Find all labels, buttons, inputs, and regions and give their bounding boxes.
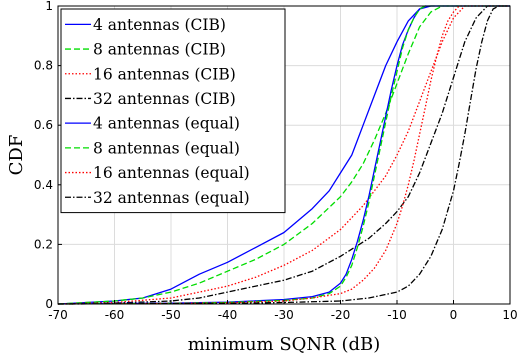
y-tick-label: 0.6	[34, 118, 53, 132]
series-layer	[57, 5, 510, 305]
x-tick-label: -30	[274, 308, 294, 322]
x-tick-label: 10	[502, 308, 517, 322]
x-tick-label: -40	[218, 308, 238, 322]
legend-box	[60, 8, 286, 214]
x-tick-label: -70	[48, 308, 68, 322]
legend-label: 32 antennas (CIB)	[93, 90, 236, 108]
legend-label: 32 antennas (equal)	[93, 189, 250, 207]
legend-label: 4 antennas (equal)	[93, 115, 240, 133]
x-tick-label: -50	[161, 308, 181, 322]
legend-label: 16 antennas (CIB)	[93, 65, 236, 83]
legend: 4 antennas (CIB) 8 antennas (CIB) 16 anten…	[60, 8, 286, 214]
tick-layer: -70 -60 -50 -40 -30 -20 -10 0 10 0 0.2 0.4 0.6 0.8 1	[34, 0, 518, 322]
x-axis-title: minimum SQNR (dB)	[188, 334, 381, 355]
legend-label: 4 antennas (CIB)	[93, 16, 226, 34]
series-line-8	[57, 5, 510, 305]
x-tick-label: -20	[331, 308, 351, 322]
x-tick-label: 0	[450, 308, 458, 322]
legend-label: 8 antennas (CIB)	[93, 41, 226, 59]
series-line-2	[57, 5, 510, 305]
y-tick-label: 1	[45, 0, 53, 13]
series-line-5	[57, 5, 510, 305]
series-line-4	[57, 5, 510, 305]
legend-label: 16 antennas (equal)	[93, 164, 250, 182]
y-axis-title: CDF	[6, 135, 27, 176]
x-tick-label: -60	[105, 308, 125, 322]
series-line-7	[57, 5, 510, 305]
y-tick-label: 0.4	[34, 178, 53, 192]
y-tick-label: 0.8	[34, 59, 53, 73]
y-tick-label: 0.2	[34, 237, 53, 251]
y-tick-label: 0	[45, 297, 53, 311]
series-line-1	[57, 5, 510, 305]
legend-label: 8 antennas (equal)	[93, 139, 240, 157]
x-tick-label: -10	[387, 308, 407, 322]
